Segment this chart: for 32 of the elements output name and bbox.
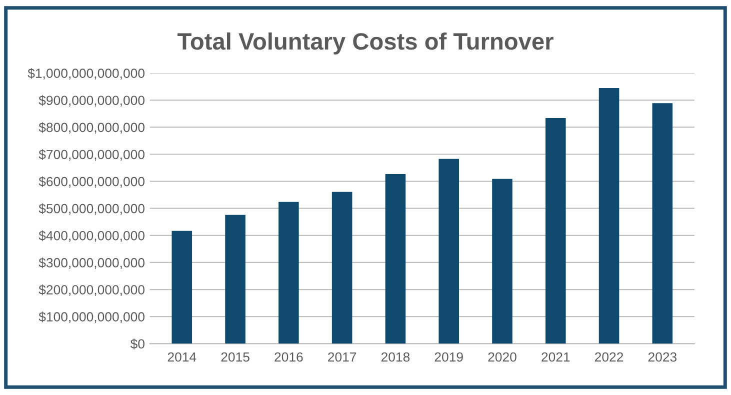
x-tick-label: 2021 — [542, 352, 570, 362]
y-tick-label: $200,000,000,000 — [38, 284, 144, 296]
x-tick-label: 2020 — [488, 352, 516, 362]
x-tick-label: 2023 — [648, 352, 677, 362]
x-tick-label: 2019 — [434, 352, 463, 362]
y-tick-label: $100,000,000,000 — [38, 312, 144, 324]
bar — [652, 103, 673, 344]
bar — [332, 192, 352, 344]
y-tick-label: $500,000,000,000 — [38, 203, 144, 215]
bar — [172, 230, 192, 344]
bar — [385, 174, 406, 344]
y-tick-label: $800,000,000,000 — [38, 122, 144, 134]
bar — [278, 202, 299, 344]
x-tick-label: 2022 — [595, 352, 624, 362]
chart-title: Total Voluntary Costs of Turnover — [178, 32, 554, 54]
bar — [438, 158, 459, 344]
y-tick-label: $900,000,000,000 — [38, 95, 144, 107]
y-tick-label: $700,000,000,000 — [38, 149, 144, 161]
bar — [545, 118, 566, 344]
x-tick-label: 2015 — [221, 352, 250, 362]
bar — [225, 214, 246, 344]
x-tick-label: 2018 — [381, 352, 410, 362]
y-tick-label: $600,000,000,000 — [38, 176, 144, 188]
x-tick-label: 2014 — [168, 352, 196, 362]
bar — [492, 178, 512, 344]
x-tick-label: 2017 — [328, 352, 356, 362]
y-tick-label: $1,000,000,000,000 — [28, 68, 144, 80]
y-tick-label: $0 — [130, 338, 144, 350]
x-tick-label: 2016 — [274, 352, 303, 362]
bar — [598, 88, 620, 344]
y-tick-label: $300,000,000,000 — [38, 257, 144, 269]
y-tick-label: $400,000,000,000 — [38, 230, 144, 242]
